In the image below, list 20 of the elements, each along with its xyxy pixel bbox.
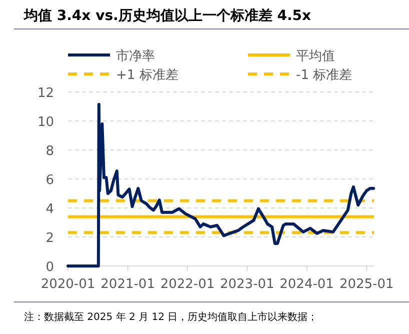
legend-label: 平均值 [296, 49, 335, 64]
x-tick-label: 2024-01 [280, 277, 334, 292]
legend-label: 市净率 [116, 48, 155, 64]
legend-label: -1 标准差 [296, 68, 352, 83]
legend-label: +1 标准差 [116, 68, 178, 83]
y-tick-label: 10 [37, 115, 54, 130]
y-tick-label: 2 [46, 231, 54, 246]
y-tick-label: 8 [46, 144, 54, 159]
x-tick-label: 2025-01 [339, 277, 394, 292]
y-tick-label: 12 [37, 86, 54, 101]
y-tick-label: 0 [46, 260, 54, 275]
text: 注：数据截至 2025 年 2 月 12 日，历史均值取自上市以来数据； [24, 311, 318, 323]
chart-title: 均值 3.4x vs.历史均值以上一个标准差 4.5x [23, 8, 312, 24]
x-tick-label: 2023-01 [220, 277, 274, 292]
y-tick-label: 4 [46, 202, 54, 217]
x-tick-label: 2020-01 [40, 277, 96, 292]
y-tick-label: 6 [46, 173, 54, 188]
x-tick-label: 2021-01 [100, 277, 155, 292]
line-series [66, 102, 376, 268]
x-tick-label: 2022-01 [160, 277, 215, 292]
